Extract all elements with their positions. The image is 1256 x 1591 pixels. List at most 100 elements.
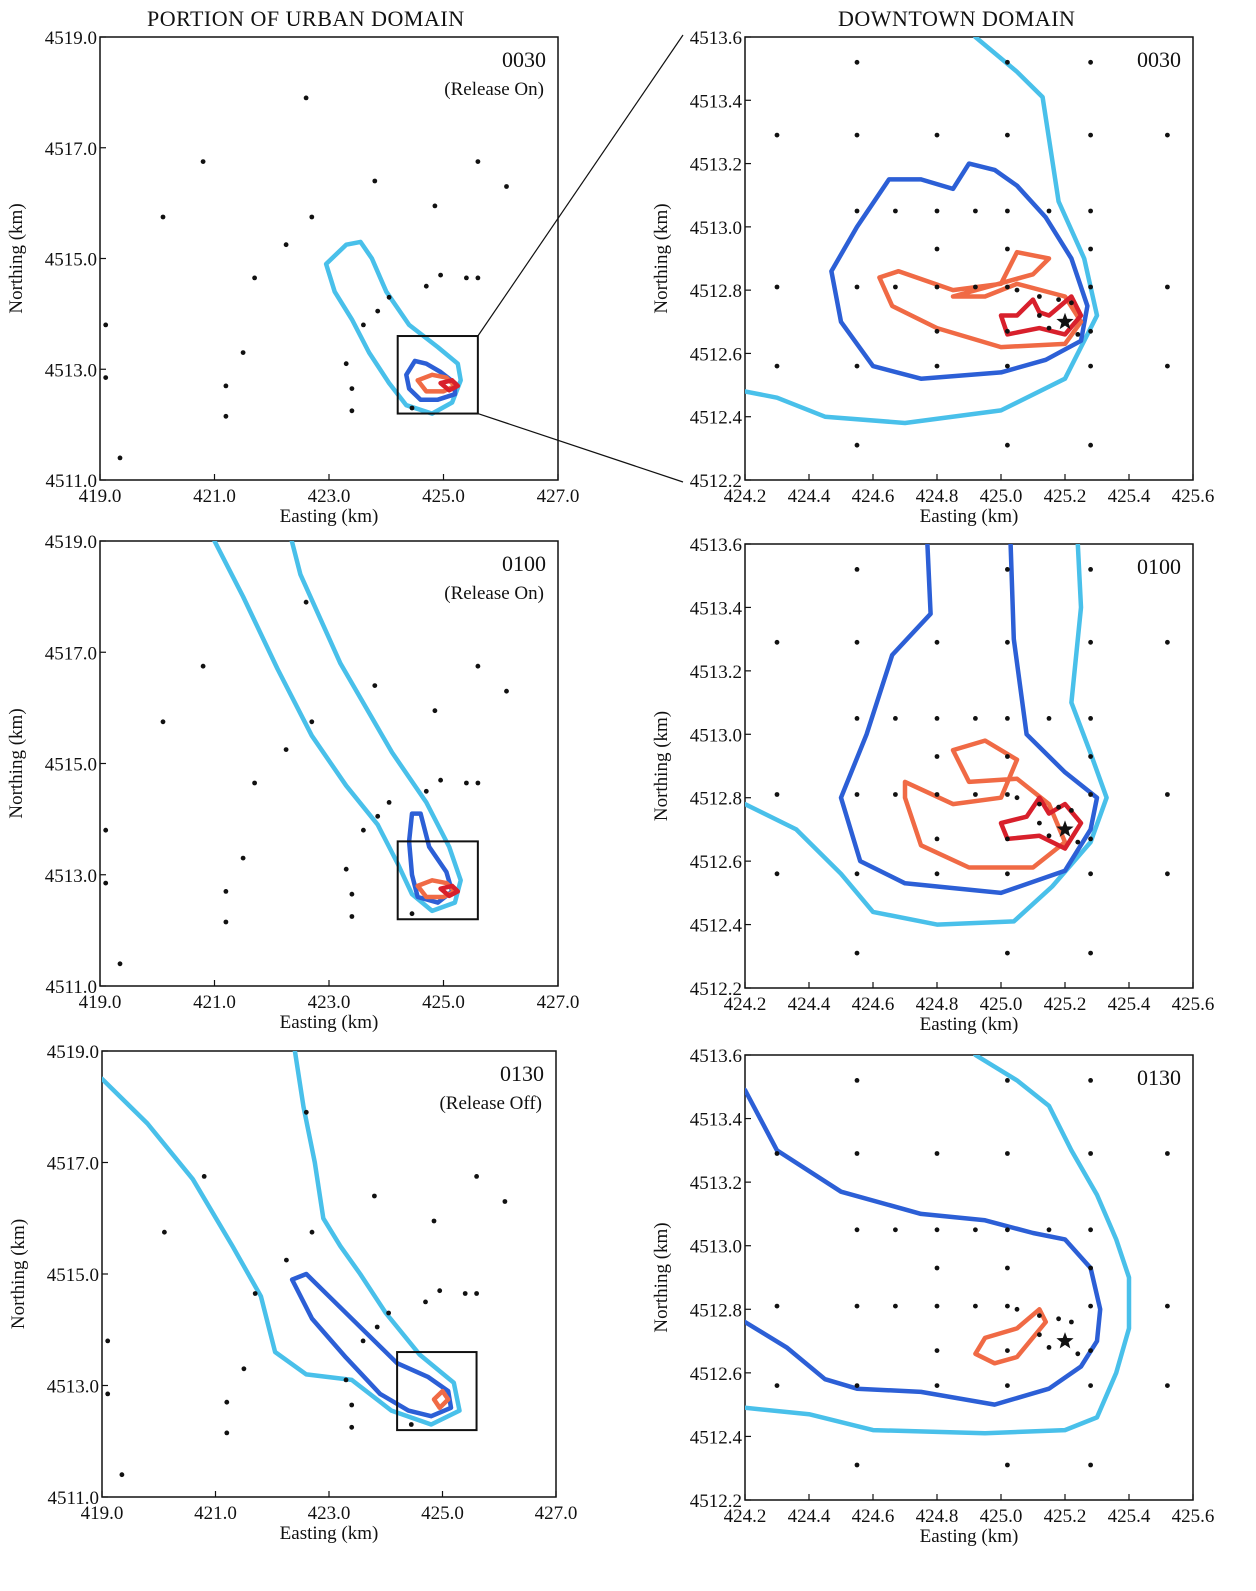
station-dot [252,1291,258,1296]
station-dot [105,1338,111,1344]
station-dot [1014,1306,1020,1312]
station-dot [201,1174,207,1179]
station-dot [1005,836,1010,842]
station-dot [854,1151,860,1156]
station-dot [854,284,860,290]
station-dot [1088,1227,1093,1233]
contour-group [745,544,1109,927]
station-dot [1005,1265,1010,1271]
station-dot [1005,792,1010,797]
station-dot [1165,792,1170,797]
x-tick-label: 427.0 [537,486,580,507]
station-dot [464,275,469,281]
station-dot [1005,246,1010,252]
y-tick-label: 4513.4 [690,91,743,112]
release-source-star [1056,312,1074,330]
station-dot [1165,1303,1170,1309]
x-tick-label: 423.0 [308,1503,351,1524]
station-dot [1165,284,1170,290]
contour-light-blue [212,541,463,914]
x-tick-label: 424.6 [852,994,895,1015]
y-axis-label: Northing (km) [651,1222,672,1332]
x-axis-label: Easting (km) [280,1523,379,1544]
station-dot [893,716,898,721]
panel-urban-0130: 419.0 421.0 423.0 425.0 427.0 4511.0 4513.0 451… [8,1042,577,1544]
station-dot [854,1303,860,1309]
station-dot [162,1229,167,1235]
station-dot [475,275,481,281]
station-dot [934,284,940,290]
station-dot [934,871,940,877]
station-dot [372,1193,377,1199]
station-dot [1088,284,1093,290]
x-tick-label: 425.4 [1108,994,1151,1015]
station-dot [774,284,780,290]
station-dot [349,408,355,414]
station-dot [360,1338,366,1344]
station-dot [893,208,898,214]
x-tick-label: 425.2 [1044,994,1087,1015]
x-tick-label: 424.8 [916,994,959,1015]
station-dot [432,203,438,209]
y-tick-label: 4513.0 [45,866,97,887]
station-dot [934,1151,940,1156]
panel-downtown-0100: 424.2 424.4 424.6 424.8 425.0 425.2 425.4 425.6… [651,535,1214,1035]
station-dot [1046,716,1052,721]
station-dot [934,208,940,214]
station-dot [1005,284,1010,290]
station-dot [1005,442,1010,448]
station-dot [1075,332,1081,337]
x-tick-label: 425.4 [1108,1506,1151,1527]
station-dot [309,1229,315,1235]
contour-red [998,294,1084,337]
y-tick-label: 4517.0 [47,1154,99,1175]
station-dot [854,792,860,797]
station-dot [409,405,415,411]
station-dot [774,792,780,797]
station-dot [372,178,378,184]
station-dot [241,1366,247,1372]
station-dot [303,1109,309,1115]
y-tick-label: 4513.2 [690,1173,742,1194]
station-dot [1088,363,1093,369]
station-dot [432,708,438,714]
station-dot [386,294,392,300]
station-dot [1005,132,1010,138]
station-dot [1037,801,1042,807]
station-dot [1088,836,1093,842]
downtown-domain-title: DOWNTOWN DOMAIN [838,6,1076,31]
station-dot [774,1303,780,1309]
station-dot [409,911,415,917]
y-tick-label: 4513.6 [690,28,742,49]
time-label: 0130 [500,1061,544,1086]
station-dot [1165,1151,1170,1156]
station-dot [438,777,443,783]
station-dot [1005,328,1010,334]
station-dot [934,754,940,759]
station-dot [437,1288,443,1294]
y-tick-label: 4519.0 [45,532,97,553]
station-dot [224,1399,230,1405]
y-tick-label: 4517.0 [45,139,97,160]
station-dot [893,792,898,797]
station-dot [1005,716,1010,721]
x-tick-label: 424.8 [916,1506,959,1527]
contour-red [438,883,461,899]
x-tick-label: 425.0 [980,1506,1023,1527]
x-tick-label: 425.0 [422,486,465,507]
y-tick-label: 4519.0 [45,28,97,49]
station-dot [1088,1348,1093,1353]
contour-group [102,1051,462,1427]
x-tick-label: 425.2 [1044,1506,1087,1527]
x-tick-label: 423.0 [308,486,351,507]
station-dot [774,1151,780,1156]
panel-urban-0030: 419.0 421.0 423.0 425.0 427.0 4511.0 4513.0 451… [6,28,579,527]
station-dot [1014,795,1020,801]
station-dot [1088,246,1093,252]
contour-light-blue [745,37,1100,426]
y-tick-label: 4512.4 [690,916,743,937]
x-tick-label: 425.0 [422,992,465,1013]
station-dot [973,792,978,797]
release-source-star [1056,820,1074,837]
contour-dark-blue [829,161,1090,381]
